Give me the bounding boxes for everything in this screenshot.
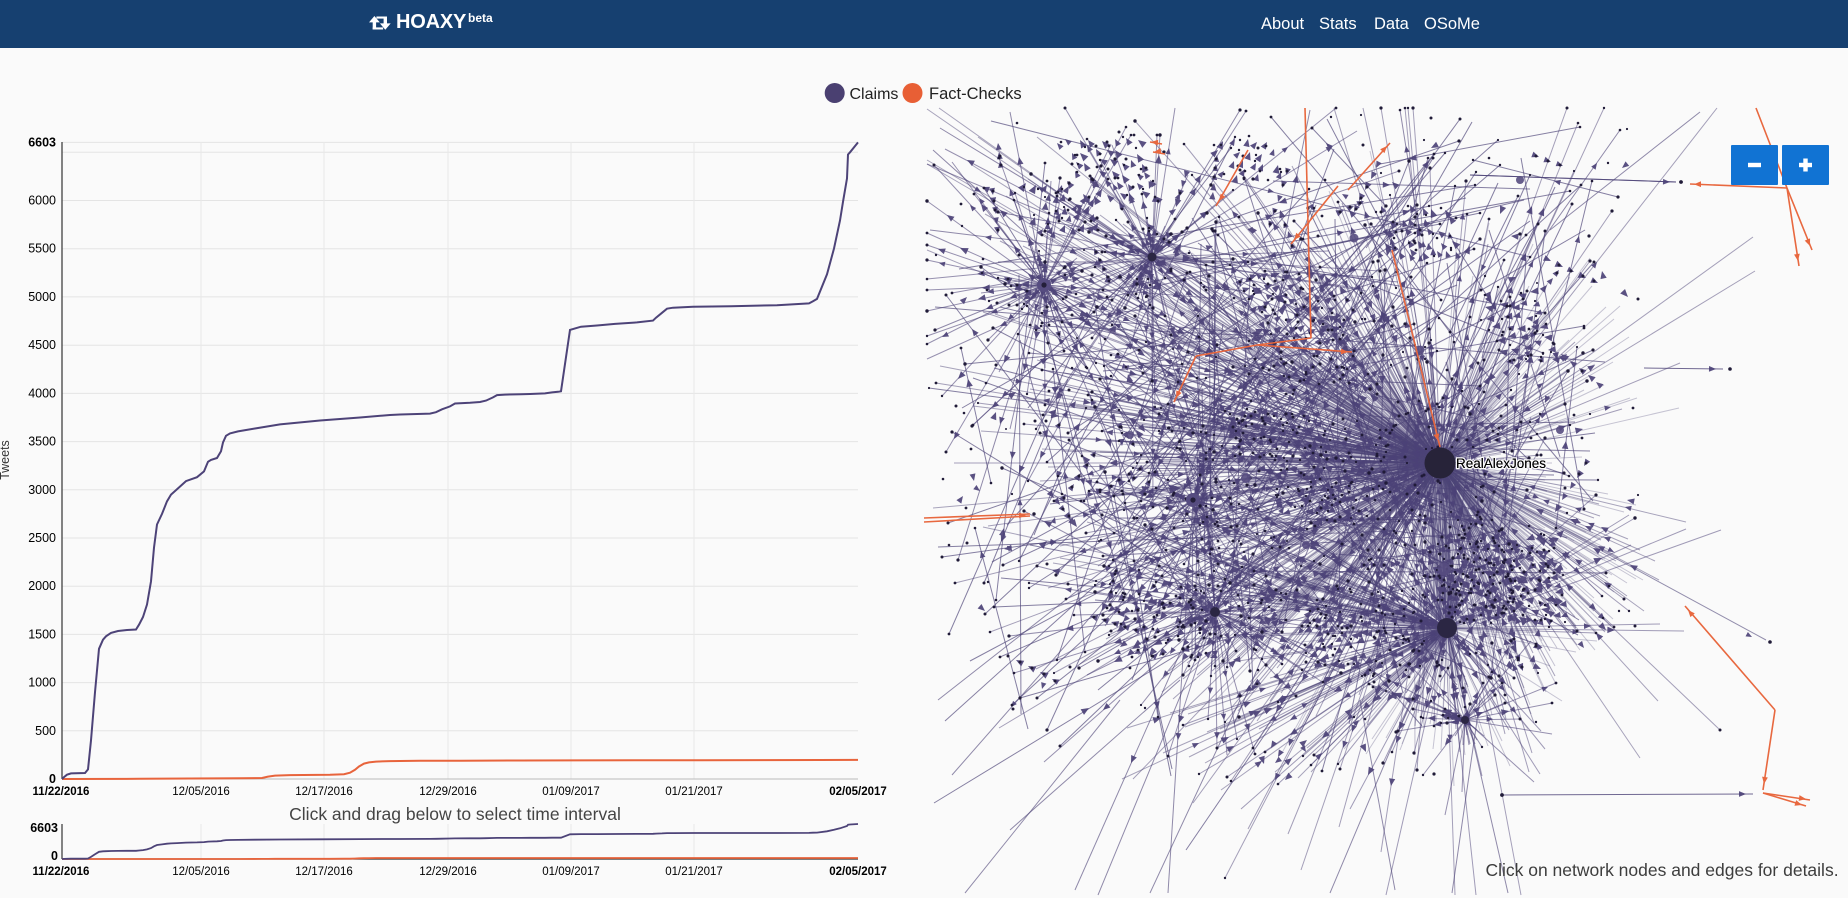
svg-text:Tweets: Tweets	[0, 440, 12, 480]
svg-text:RealAlexJones: RealAlexJones	[1456, 456, 1546, 471]
svg-text:11/22/2016: 11/22/2016	[33, 786, 90, 798]
svg-text:2000: 2000	[28, 579, 56, 593]
svg-text:6000: 6000	[28, 194, 56, 208]
svg-text:01/09/2017: 01/09/2017	[542, 786, 600, 798]
svg-text:01/21/2017: 01/21/2017	[665, 866, 723, 878]
svg-text:12/05/2016: 12/05/2016	[172, 786, 230, 798]
svg-text:12/29/2016: 12/29/2016	[419, 786, 477, 798]
svg-text:4500: 4500	[28, 338, 56, 352]
svg-text:5000: 5000	[28, 290, 56, 304]
svg-text:01/21/2017: 01/21/2017	[665, 786, 723, 798]
svg-text:Click and drag below to select: Click and drag below to select time inte…	[289, 804, 621, 824]
svg-text:02/05/2017: 02/05/2017	[829, 786, 887, 798]
svg-text:500: 500	[35, 724, 56, 738]
svg-text:3000: 3000	[28, 483, 56, 497]
svg-text:2500: 2500	[28, 531, 56, 545]
svg-text:12/29/2016: 12/29/2016	[419, 866, 477, 878]
svg-text:01/09/2017: 01/09/2017	[542, 866, 600, 878]
svg-text:Fact-Checks: Fact-Checks	[929, 85, 1022, 103]
svg-text:Click on network nodes and edg: Click on network nodes and edges for det…	[1485, 860, 1838, 880]
svg-text:0: 0	[51, 849, 58, 863]
svg-text:6603: 6603	[30, 821, 58, 835]
svg-text:5500: 5500	[28, 242, 56, 256]
svg-text:11/22/2016: 11/22/2016	[33, 866, 90, 878]
svg-text:12/17/2016: 12/17/2016	[295, 786, 353, 798]
svg-text:0: 0	[49, 772, 56, 786]
svg-text:6603: 6603	[28, 135, 56, 149]
svg-text:1500: 1500	[28, 627, 56, 641]
svg-text:RealAlexJones: RealAlexJones	[1456, 456, 1546, 471]
svg-text:3500: 3500	[28, 435, 56, 449]
svg-text:Claims: Claims	[850, 86, 899, 103]
svg-text:1000: 1000	[28, 676, 56, 690]
svg-text:12/05/2016: 12/05/2016	[172, 866, 230, 878]
svg-text:4000: 4000	[28, 386, 56, 400]
svg-text:12/17/2016: 12/17/2016	[295, 866, 353, 878]
svg-text:02/05/2017: 02/05/2017	[829, 866, 887, 878]
